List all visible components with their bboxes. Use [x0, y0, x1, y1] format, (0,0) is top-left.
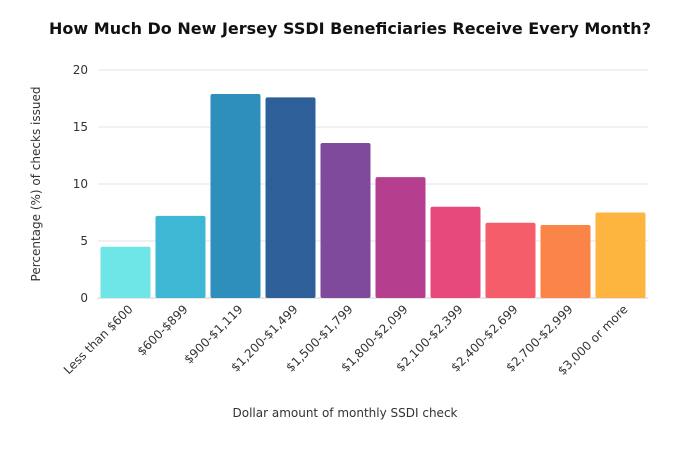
chart-title: How Much Do New Jersey SSDI Beneficiarie…	[49, 19, 651, 38]
y-tick-label: 10	[73, 177, 88, 191]
x-tick-label: $600-$899	[134, 302, 190, 358]
x-tick-labels: Less than $600$600-$899$900-$1,119$1,200…	[61, 302, 631, 378]
y-axis-title: Percentage (%) of checks issued	[29, 87, 43, 282]
bar	[155, 215, 206, 298]
bars	[100, 93, 646, 298]
bar	[100, 246, 151, 298]
bar	[210, 93, 261, 298]
bar	[320, 142, 371, 298]
y-tick-label: 20	[73, 63, 88, 77]
bar	[375, 177, 426, 298]
y-tick-label: 5	[80, 234, 88, 248]
bar	[265, 97, 316, 298]
bar	[540, 225, 591, 298]
y-tick-labels: 0 5 10 15 20	[73, 63, 88, 305]
x-axis-title: Dollar amount of monthly SSDI check	[232, 406, 457, 420]
y-tick-label: 15	[73, 120, 88, 134]
bar	[485, 222, 536, 298]
bar	[595, 212, 646, 298]
y-tick-label: 0	[80, 291, 88, 305]
x-tick-label: Less than $600	[61, 302, 136, 377]
bar	[430, 206, 481, 298]
